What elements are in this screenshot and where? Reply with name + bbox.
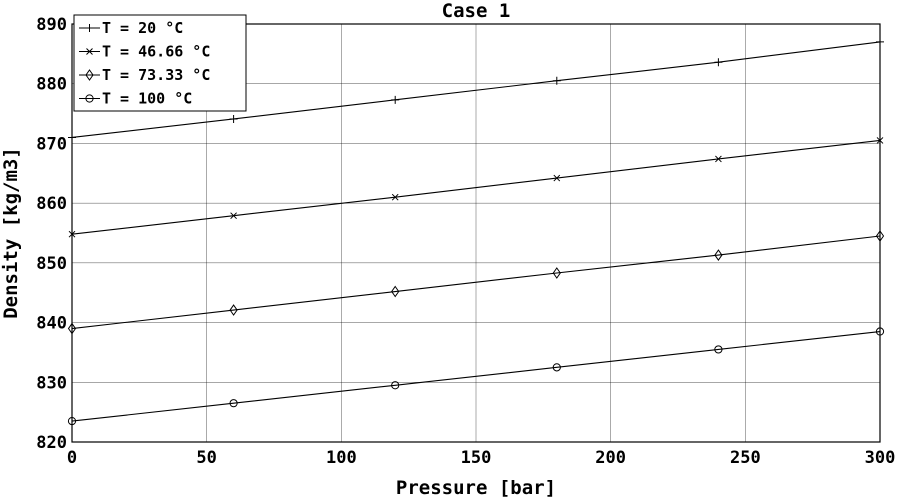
legend-label: T = 73.33 °C	[102, 66, 210, 84]
legend: T = 20 °C T = 46.66 °C T = 73.33 °C T = 100…	[73, 14, 247, 112]
y-axis-label: Density [kg/m3]	[0, 147, 22, 319]
data-point	[391, 95, 400, 104]
data-point	[230, 212, 237, 220]
data-point	[714, 345, 723, 354]
chart-title: Case 1	[442, 0, 511, 22]
legend-entry: T = 73.33 °C	[79, 66, 210, 84]
legend-marker	[85, 94, 94, 103]
legend-marker	[85, 24, 94, 32]
series-line	[71, 330, 881, 422]
x-tick-label: 300	[865, 448, 896, 468]
series-line	[71, 235, 881, 330]
x-tick-label: 50	[196, 448, 216, 468]
legend-label: T = 46.66 °C	[102, 43, 210, 61]
plot-frame	[71, 23, 881, 443]
y-tick-label: 820	[36, 433, 67, 453]
data-point	[552, 76, 561, 85]
legend-label: T = 20 °C	[102, 19, 183, 37]
series-4	[67, 327, 885, 426]
y-tick-label: 830	[36, 373, 67, 393]
data-point	[552, 267, 561, 279]
legend-label: T = 100 °C	[102, 90, 192, 108]
series-line	[71, 41, 881, 139]
data-point	[714, 58, 723, 67]
data-point	[714, 249, 723, 261]
y-tick-label: 890	[36, 15, 67, 35]
legend-entry: T = 20 °C	[79, 19, 183, 37]
legend-entry: T = 100 °C	[79, 90, 192, 108]
x-axis-label: Pressure [bar]	[396, 477, 556, 498]
y-tick-label: 850	[36, 254, 67, 274]
y-tick-label: 870	[36, 134, 67, 154]
data-point	[552, 363, 561, 372]
data-point	[229, 114, 238, 123]
x-tick-label: 0	[67, 448, 77, 468]
data-point	[391, 381, 400, 390]
tick-labels: 0 50 100 150 200 250 300 820 830 840 850 860 870 880 8…	[36, 15, 895, 468]
data-series	[67, 37, 885, 426]
series-line	[71, 139, 881, 235]
x-tick-label: 200	[595, 448, 626, 468]
x-tick-label: 150	[461, 448, 492, 468]
x-tick-label: 250	[730, 448, 761, 468]
legend-entry: T = 46.66 °C	[79, 43, 210, 61]
x-tick-label: 100	[326, 448, 357, 468]
data-point	[553, 174, 561, 182]
data-point	[391, 285, 400, 298]
data-point	[715, 155, 722, 163]
legend-marker	[85, 69, 94, 81]
y-tick-label: 840	[36, 314, 67, 334]
legend-marker	[86, 48, 93, 55]
y-tick-label: 880	[36, 75, 67, 95]
legend-box	[73, 14, 247, 112]
data-point	[229, 399, 238, 408]
y-tick-label: 860	[36, 194, 67, 214]
grid-lines	[71, 23, 881, 443]
data-point	[391, 193, 399, 201]
data-point	[229, 304, 238, 316]
